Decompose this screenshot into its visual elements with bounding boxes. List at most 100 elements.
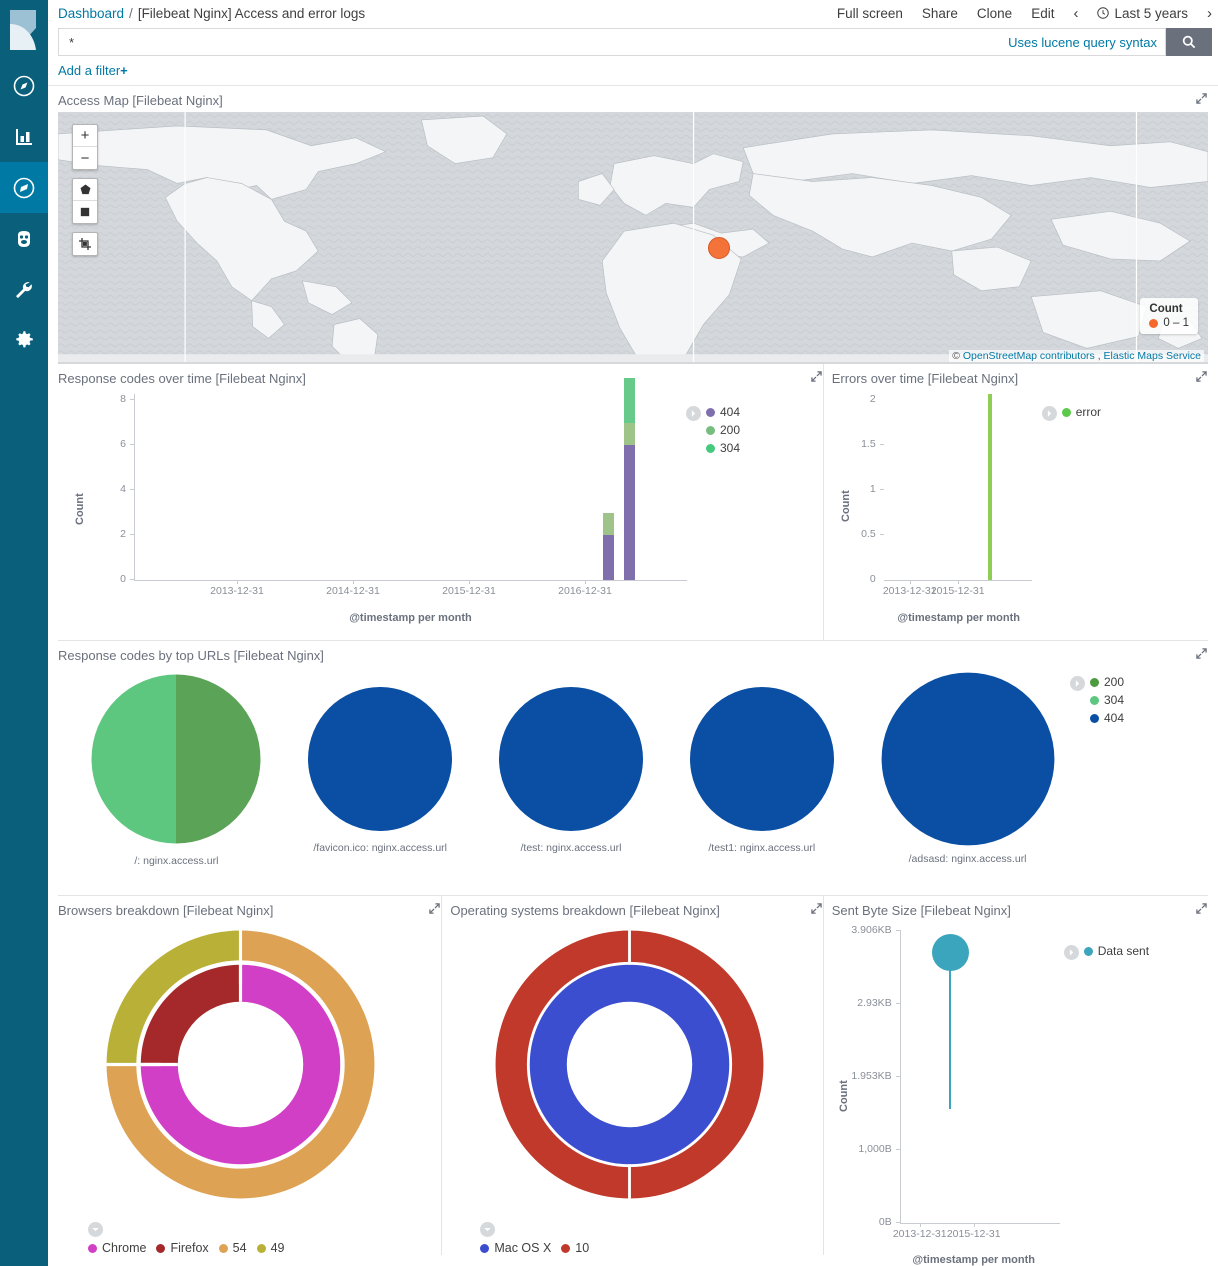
- pie-chart-root[interactable]: [88, 671, 264, 847]
- legend-label: 200: [1104, 675, 1125, 689]
- bar-200-b2[interactable]: [624, 423, 635, 445]
- polygon-draw-icon[interactable]: [73, 179, 97, 201]
- y-tick-1: 1: [869, 483, 876, 495]
- data-sent-stem[interactable]: [948, 968, 951, 1109]
- expand-panel-icon[interactable]: [1196, 903, 1208, 915]
- pie-chart-favicon[interactable]: [305, 684, 455, 834]
- add-filter-label: Add a filter: [58, 63, 121, 78]
- map-legend-title: Count: [1149, 303, 1183, 315]
- pie-chart-test1[interactable]: [687, 684, 837, 834]
- chart-os-donut[interactable]: [442, 922, 822, 1222]
- legend-collapse-icon[interactable]: [1070, 676, 1085, 691]
- chart-sent-byte-size[interactable]: Count 0B 1,000B 1.953KB 2.93KB 3.906KB: [824, 922, 1208, 1266]
- kibana-logo[interactable]: [0, 0, 48, 60]
- search-submit-button[interactable]: [1166, 28, 1212, 56]
- expand-panel-icon[interactable]: [1196, 371, 1208, 383]
- donut-browsers[interactable]: [98, 922, 383, 1207]
- panel-response-codes-by-top-urls: Response codes by top URLs [Filebeat Ngi…: [58, 640, 1208, 895]
- chart-response-codes-over-time[interactable]: Count 0 2 4 6 8: [58, 378, 823, 640]
- legend-swatch: [88, 1243, 97, 1253]
- data-sent-bubble[interactable]: [931, 934, 969, 971]
- map-canvas[interactable]: + −: [58, 112, 1208, 364]
- bar-304-b2[interactable]: [624, 378, 635, 423]
- elastic-maps-service-link[interactable]: Elastic Maps Service: [1103, 350, 1201, 362]
- bar-error[interactable]: [987, 394, 992, 580]
- openstreetmap-link[interactable]: OpenStreetMap contributors: [962, 350, 1095, 362]
- sidebar-item-management[interactable]: [0, 315, 48, 366]
- breadcrumb-dashboard-link[interactable]: Dashboard: [58, 5, 125, 21]
- pie-cell-test[interactable]: /test: nginx.access.url: [496, 671, 646, 854]
- expand-panel-icon[interactable]: [1196, 648, 1208, 660]
- expand-panel-icon[interactable]: [810, 371, 823, 383]
- legend-collapse-icon[interactable]: [686, 406, 701, 421]
- rectangle-draw-icon[interactable]: [73, 201, 97, 223]
- bar-200-b1[interactable]: [603, 513, 614, 535]
- pie-chart-test[interactable]: [496, 684, 646, 834]
- legend-item-49[interactable]: 49: [256, 1241, 284, 1255]
- clone-button[interactable]: Clone: [976, 5, 1013, 21]
- sidebar-item-discover[interactable]: [0, 60, 48, 111]
- fit-to-data-icon[interactable]: [73, 233, 97, 255]
- clock-icon: [1097, 7, 1110, 19]
- plus-icon: +: [120, 63, 128, 78]
- legend-item-404[interactable]: 404: [1090, 711, 1124, 725]
- map-legend-row: 0 – 1: [1149, 317, 1189, 329]
- search-input[interactable]: [59, 29, 1165, 55]
- legend-item-10[interactable]: 10: [561, 1241, 589, 1255]
- map-zoom-out-button[interactable]: −: [80, 149, 90, 167]
- legend-item-200[interactable]: 200: [1090, 675, 1124, 689]
- chart-top-urls-pies[interactable]: /: nginx.access.url /favicon.ico: nginx.…: [58, 667, 1208, 895]
- pie-cell-test1[interactable]: /test1: nginx.access.url: [687, 671, 837, 854]
- expand-panel-icon[interactable]: [429, 903, 441, 915]
- pie-cell-adsasd[interactable]: /adsasd: nginx.access.url: [878, 671, 1058, 865]
- time-picker-button[interactable]: Last 5 years: [1097, 6, 1188, 21]
- legend-item-404[interactable]: 404: [706, 405, 740, 419]
- pie-cell-root[interactable]: /: nginx.access.url: [88, 671, 264, 867]
- legend-os: Mac OS X 10: [442, 1222, 822, 1255]
- legend-swatch: [1090, 677, 1099, 687]
- legend-collapse-icon[interactable]: [1063, 945, 1079, 960]
- legend-item-mac-os-x[interactable]: Mac OS X: [480, 1241, 551, 1255]
- bar-404-b2[interactable]: [624, 445, 635, 580]
- sidebar-item-dashboard[interactable]: [0, 162, 48, 213]
- legend-item-200[interactable]: 200: [706, 423, 740, 437]
- legend-item-304[interactable]: 304: [706, 441, 740, 455]
- chart-browsers-donut[interactable]: [58, 922, 441, 1222]
- time-next-arrow-icon[interactable]: ›: [1207, 4, 1212, 22]
- time-prev-arrow-icon[interactable]: ‹: [1073, 4, 1079, 22]
- chart-errors-over-time[interactable]: Count 0 0.5 1 1.5 2 2013: [824, 390, 1208, 640]
- expand-panel-icon[interactable]: [1196, 93, 1208, 105]
- donut-os[interactable]: [487, 922, 772, 1207]
- legend-expand-icon[interactable]: [480, 1222, 496, 1237]
- legend-collapse-icon[interactable]: [1041, 406, 1057, 421]
- pie-cell-favicon[interactable]: /favicon.ico: nginx.access.url: [305, 671, 455, 854]
- legend-swatch: [1090, 713, 1099, 723]
- sidebar-item-dev-tools[interactable]: [0, 264, 48, 315]
- add-filter-button[interactable]: Add a filter+: [58, 63, 128, 78]
- bar-404-b1[interactable]: [603, 535, 614, 580]
- sidebar-item-visualize[interactable]: [0, 111, 48, 162]
- legend-swatch: [218, 1243, 228, 1253]
- map-zoom-in-button[interactable]: +: [73, 125, 97, 147]
- map-controls: + −: [72, 124, 98, 264]
- expand-panel-icon[interactable]: [810, 903, 823, 915]
- sidebar-item-timelion[interactable]: [0, 213, 48, 264]
- legend-item-data-sent[interactable]: Data sent: [1083, 944, 1149, 958]
- legend-expand-icon[interactable]: [88, 1222, 103, 1237]
- panel-header-sent-byte-size: Sent Byte Size [Filebeat Nginx]: [824, 896, 1208, 922]
- top-nav-actions: Full screen Share Clone Edit ‹ Last 5 ye…: [837, 5, 1212, 22]
- pie-chart-adsasd[interactable]: [878, 669, 1058, 849]
- share-button[interactable]: Share: [921, 5, 958, 21]
- full-screen-button[interactable]: Full screen: [836, 5, 903, 21]
- edit-button[interactable]: Edit: [1031, 5, 1055, 21]
- legend-item-54[interactable]: 54: [218, 1241, 247, 1255]
- panel-title: Sent Byte Size [Filebeat Nginx]: [831, 903, 1011, 918]
- legend-item-firefox[interactable]: Firefox: [156, 1241, 209, 1255]
- legend-item-error[interactable]: error: [1061, 405, 1101, 419]
- map-data-marker[interactable]: [708, 237, 730, 259]
- time-range-label: Last 5 years: [1114, 5, 1188, 21]
- lucene-syntax-hint-link[interactable]: Uses lucene query syntax: [1008, 34, 1157, 50]
- pie-label: /test: nginx.access.url: [520, 842, 622, 854]
- legend-item-304[interactable]: 304: [1090, 693, 1124, 707]
- legend-item-chrome[interactable]: Chrome: [88, 1241, 146, 1255]
